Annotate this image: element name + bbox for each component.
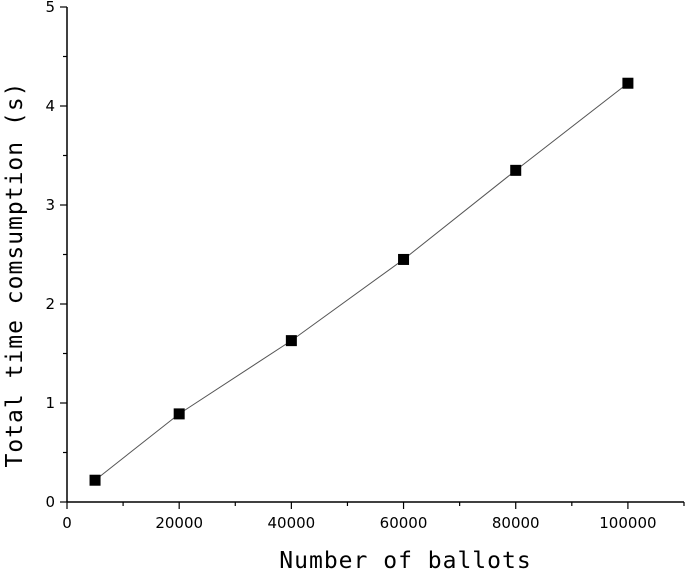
y-tick-label: 3 [45,196,55,214]
y-tick-label: 0 [45,493,55,511]
x-tick-label: 60000 [380,514,428,532]
axes [66,7,684,503]
data-point [622,77,634,89]
x-tick-label: 40000 [268,514,316,532]
data-point [398,253,410,265]
series-line [94,82,629,481]
data-point [510,164,522,176]
x-tick-label: 0 [62,514,72,532]
x-axis-label: Number of ballots [279,548,531,573]
y-tick-label: 2 [45,295,55,313]
tick-marks [60,6,685,509]
x-tick-label: 100000 [599,514,656,532]
tick-labels: 0 20000 40000 60000 80000 100000 0 1 2 3 4 5 [45,0,656,532]
x-tick-label: 20000 [155,514,203,532]
y-axis-label: Total time comsumption (s) [2,81,28,467]
data-point [173,408,185,420]
y-tick-label: 1 [45,394,55,412]
y-tick-label: 5 [45,0,55,16]
x-tick-label: 80000 [492,514,540,532]
y-tick-label: 4 [45,97,55,115]
data-point [89,474,101,486]
series [89,77,634,486]
data-point [285,335,297,347]
